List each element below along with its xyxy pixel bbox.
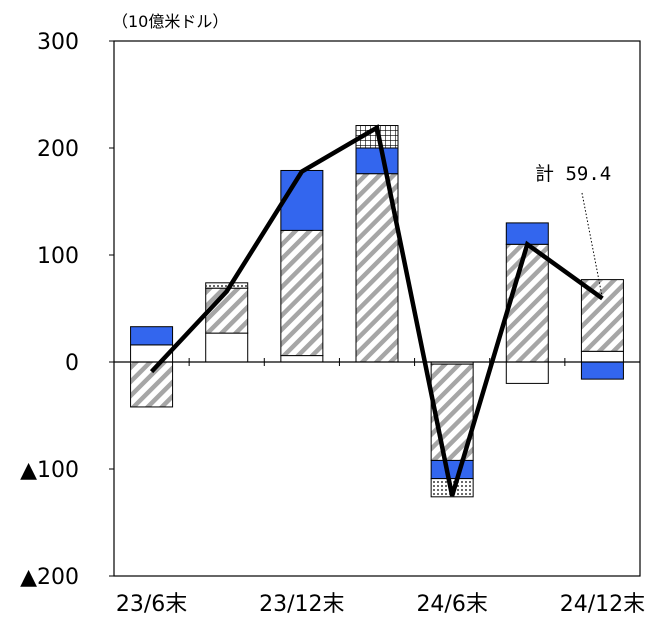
bars-layer	[130, 125, 624, 498]
x-tick-label: 23/12末	[259, 592, 344, 617]
bar-segment	[355, 147, 399, 175]
bar-segment	[505, 243, 549, 363]
y-tick-label: 300	[37, 30, 79, 55]
bar-segment	[580, 361, 624, 380]
total-annotation: 計 59.4	[535, 163, 611, 185]
bar-segment	[505, 222, 549, 245]
bar-segment	[280, 169, 324, 231]
bar-segment	[580, 350, 624, 363]
y-tick-label: ▲200	[20, 565, 79, 590]
x-tick-label: 24/12末	[560, 592, 645, 617]
y-tick-label: 100	[37, 244, 79, 269]
bar-segment	[205, 287, 249, 334]
bar-segment	[205, 332, 249, 363]
labels-layer: 300 200 100 0 ▲100 ▲200 23/6末 23/12末 24/6末 24/12末	[20, 30, 645, 617]
plot-frame	[113, 40, 641, 577]
bar-segment	[280, 355, 324, 363]
y-tick-label: 0	[65, 351, 79, 376]
bar-segment	[430, 459, 474, 480]
bar-segment	[580, 279, 624, 352]
y-tick-label: ▲100	[20, 458, 79, 483]
y-tick-label: 200	[37, 137, 79, 162]
total-line	[149, 124, 604, 497]
x-tick-label: 24/6末	[416, 592, 487, 617]
x-tick-label: 23/6末	[116, 592, 187, 617]
axes-layer	[109, 40, 641, 577]
bar-segment	[505, 361, 549, 384]
bar-segment	[130, 326, 174, 346]
bar-segment	[280, 229, 324, 357]
unit-label: （10億米ドル）	[112, 12, 228, 31]
line-layer	[149, 124, 604, 497]
